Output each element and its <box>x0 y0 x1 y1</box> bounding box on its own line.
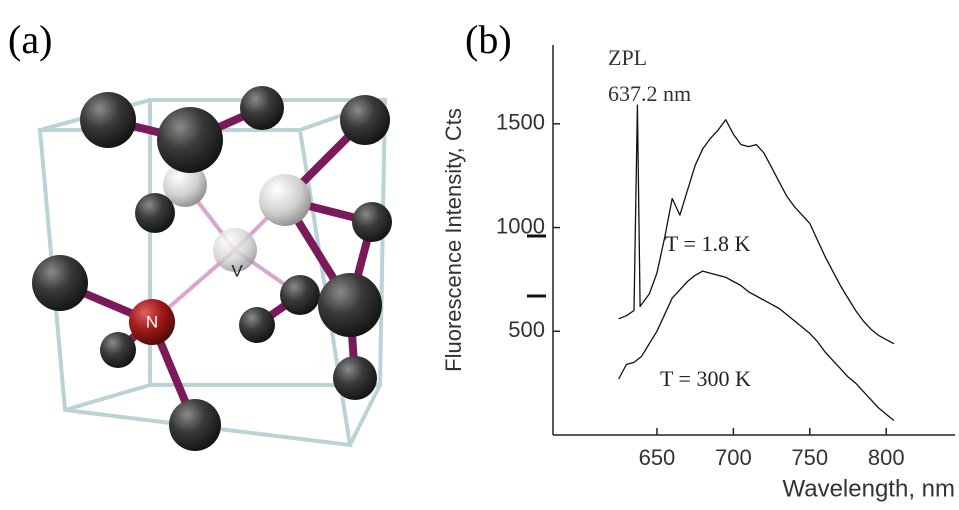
carbon-atom <box>100 332 136 368</box>
nitrogen-atom <box>129 299 175 345</box>
spectrum-line <box>618 104 895 345</box>
carbon-atom <box>163 163 207 207</box>
annotation: ZPL <box>608 45 647 70</box>
carbon-atom <box>32 255 88 311</box>
panel-label: (a) <box>8 17 52 62</box>
carbon-atom <box>340 95 390 145</box>
carbon-atom <box>157 107 223 173</box>
carbon-atom <box>135 193 175 233</box>
carbon-atom <box>240 86 284 130</box>
carbon-atom <box>280 275 320 315</box>
vacancy-label: V <box>231 261 243 280</box>
x-tick-label: 700 <box>715 445 752 470</box>
carbon-atom <box>239 307 275 343</box>
panel-label: (b) <box>465 17 512 62</box>
carbon-atom <box>352 202 392 242</box>
spectrum-chart: (b) Wavelength, nm Fluorescence Intensit… <box>441 17 955 502</box>
annotation: T = 1.8 K <box>665 231 750 256</box>
x-tick-label: 750 <box>791 445 828 470</box>
y-tick-label: 500 <box>508 317 545 342</box>
y-axis-title: Fluorescence Intensity, Cts <box>441 108 466 372</box>
y-tick-label: 1500 <box>496 110 545 135</box>
atoms <box>32 86 392 451</box>
nv-diagram: (a) <box>8 17 392 451</box>
carbon-atom <box>259 174 311 226</box>
spectrum-line <box>618 270 895 422</box>
carbon-atom <box>333 356 377 400</box>
y-tick-label: 1000 <box>496 213 545 238</box>
nitrogen-label: N <box>146 312 158 331</box>
carbon-atom <box>169 399 221 451</box>
carbon-atom <box>318 273 382 337</box>
annotation: T = 300 K <box>660 366 751 391</box>
annotation: 637.2 nm <box>608 81 691 106</box>
vacancy <box>213 228 257 272</box>
carbon-atom <box>80 92 136 148</box>
x-tick-label: 800 <box>868 445 905 470</box>
x-axis-title: Wavelength, nm <box>782 475 955 502</box>
x-tick-label: 650 <box>639 445 676 470</box>
